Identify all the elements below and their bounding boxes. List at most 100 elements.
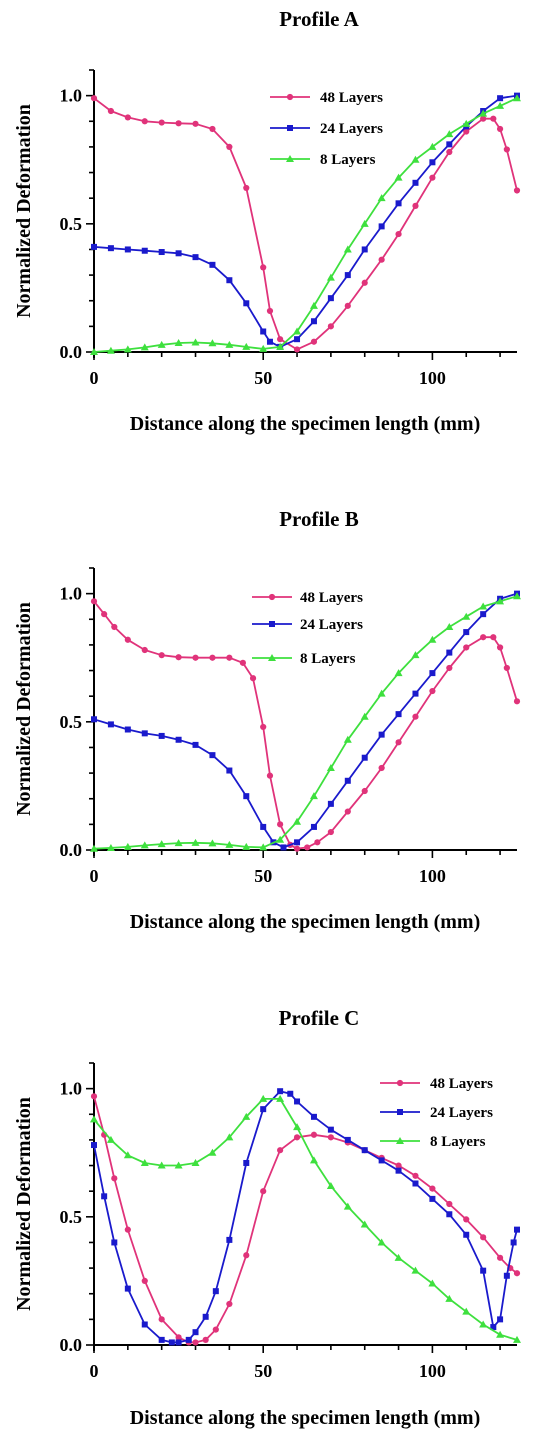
data-point xyxy=(226,767,233,774)
series-8-layers xyxy=(90,94,521,355)
data-point xyxy=(310,1131,318,1138)
data-point xyxy=(124,636,131,643)
data-point xyxy=(260,1188,267,1195)
data-point xyxy=(276,835,285,843)
data-point xyxy=(192,1329,199,1336)
data-point xyxy=(90,1115,98,1123)
data-point xyxy=(249,675,257,682)
data-point xyxy=(480,1267,487,1274)
data-point xyxy=(185,1336,192,1343)
data-point xyxy=(242,1112,251,1120)
data-point xyxy=(266,338,273,345)
data-point xyxy=(412,1172,419,1179)
data-point xyxy=(174,1161,183,1169)
data-point xyxy=(260,328,267,335)
legend-marker xyxy=(286,93,294,101)
data-point xyxy=(411,155,420,163)
data-point xyxy=(510,1239,517,1246)
data-point xyxy=(107,107,115,115)
data-point xyxy=(326,273,335,281)
data-point xyxy=(344,302,351,309)
legend: 48 Layers 24 Layers 8 Layers xyxy=(270,90,383,168)
chart-title: Profile B xyxy=(279,507,359,531)
data-point xyxy=(90,844,98,852)
data-point xyxy=(344,1136,351,1143)
data-point xyxy=(293,817,302,825)
data-point xyxy=(111,623,118,631)
data-point xyxy=(496,1254,504,1261)
data-point xyxy=(294,336,301,343)
data-point xyxy=(280,844,287,851)
data-point xyxy=(514,1226,520,1233)
data-point xyxy=(124,1226,131,1233)
chart-title: Profile C xyxy=(279,1006,360,1030)
legend-label: 8 Layers xyxy=(320,152,376,168)
y-axis-label: Normalized Deformation xyxy=(13,104,35,318)
data-point xyxy=(513,698,521,705)
data-point xyxy=(462,119,471,127)
x-tick-label: 50 xyxy=(254,1361,272,1381)
data-point xyxy=(202,1313,209,1320)
data-point xyxy=(503,664,510,672)
x-tick-label: 0 xyxy=(90,368,99,388)
data-point xyxy=(158,119,165,126)
data-point xyxy=(496,597,505,605)
series-48-layers xyxy=(90,95,521,353)
data-point xyxy=(242,842,251,850)
y-tick-label: 1.0 xyxy=(60,584,83,604)
data-point xyxy=(123,345,132,353)
legend-item: 48 Layers xyxy=(270,90,383,106)
series-line xyxy=(93,595,518,850)
data-point xyxy=(394,669,403,677)
data-point xyxy=(446,1200,453,1208)
data-point xyxy=(91,1142,97,1149)
data-point xyxy=(225,1133,234,1141)
y-tick-label: 0.5 xyxy=(60,712,83,732)
data-point xyxy=(226,1236,233,1243)
data-point xyxy=(208,1148,217,1156)
data-point xyxy=(343,245,352,253)
data-point xyxy=(107,245,114,252)
data-point xyxy=(175,250,182,257)
data-point xyxy=(395,711,402,718)
data-point xyxy=(503,146,510,153)
legend: 48 Layers 24 Layers 8 Layers xyxy=(252,590,363,667)
data-point xyxy=(377,689,386,697)
y-axis-label: Normalized Deformation xyxy=(13,602,35,816)
data-point xyxy=(429,1185,436,1192)
data-point xyxy=(361,754,368,761)
data-point xyxy=(158,1316,165,1323)
data-point xyxy=(479,602,488,610)
data-point xyxy=(513,1270,521,1277)
data-point xyxy=(462,1307,471,1315)
data-point xyxy=(361,279,368,286)
data-point xyxy=(327,323,334,330)
data-point xyxy=(429,687,436,695)
series-48-layers xyxy=(90,1093,521,1346)
data-point xyxy=(260,823,267,830)
series-line xyxy=(93,1098,518,1341)
data-point xyxy=(259,344,268,352)
data-point xyxy=(411,1266,420,1274)
data-point xyxy=(395,200,402,207)
legend-marker xyxy=(396,1079,404,1087)
series-line xyxy=(93,94,518,348)
data-point xyxy=(192,254,199,261)
data-point xyxy=(490,1324,497,1331)
data-point xyxy=(513,1335,521,1343)
data-point xyxy=(226,654,233,661)
data-point xyxy=(446,141,453,148)
data-point xyxy=(463,128,470,135)
data-point xyxy=(175,736,182,743)
data-point xyxy=(429,1195,436,1202)
legend-item: 8 Layers xyxy=(380,1134,486,1150)
data-point xyxy=(327,1134,334,1141)
data-point xyxy=(111,1175,118,1182)
data-point xyxy=(243,300,250,307)
legend-label: 48 Layers xyxy=(430,1076,493,1092)
data-point xyxy=(412,202,419,209)
data-point xyxy=(192,1339,199,1346)
data-point xyxy=(293,327,302,335)
data-point xyxy=(277,336,284,343)
